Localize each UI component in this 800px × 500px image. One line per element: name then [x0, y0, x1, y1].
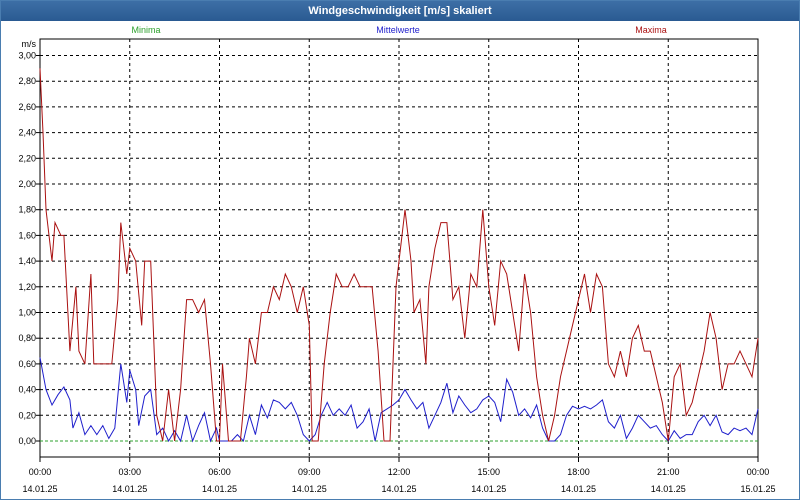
x-tick-label-time: 21:00	[657, 467, 680, 477]
y-tick-label: 2,80	[18, 76, 36, 86]
y-tick-label: 0,80	[18, 333, 36, 343]
y-tick-label: 0,40	[18, 385, 36, 395]
y-tick-label: 1,60	[18, 230, 36, 240]
x-tick-label-time: 18:00	[567, 467, 590, 477]
y-tick-label: 1,40	[18, 256, 36, 266]
y-tick-label: 2,00	[18, 179, 36, 189]
x-tick-label-date: 15.01.25	[740, 484, 775, 494]
y-tick-label: 0,20	[18, 410, 36, 420]
series-line-maxima	[39, 68, 759, 442]
y-tick-label: 1,20	[18, 282, 36, 292]
x-tick-label-time: 15:00	[477, 467, 500, 477]
y-tick-label: 0,60	[18, 359, 36, 369]
x-tick-label-time: 06:00	[208, 467, 231, 477]
y-tick-label: 0,00	[18, 436, 36, 446]
y-tick-label: 2,60	[18, 102, 36, 112]
y-axis-label: m/s	[22, 39, 37, 49]
series-line-mittelwerte	[39, 357, 759, 443]
y-tick-label: 2,20	[18, 153, 36, 163]
x-tick-label-date: 14.01.25	[292, 484, 327, 494]
x-tick-label-time: 09:00	[298, 467, 321, 477]
x-tick-label-date: 14.01.25	[471, 484, 506, 494]
chart-title: Windgeschwindigkeit [m/s] skaliert	[1, 1, 799, 21]
x-tick-label-date: 14.01.25	[22, 484, 57, 494]
x-tick-label-time: 03:00	[118, 467, 141, 477]
y-tick-label: 1,00	[18, 308, 36, 318]
legend-minima: Minima	[131, 25, 160, 35]
x-tick-label-date: 14.01.25	[561, 484, 596, 494]
legend-mittelwerte: Mittelwerte	[376, 25, 420, 35]
x-tick-label-date: 14.01.25	[202, 484, 237, 494]
x-tick-label-date: 14.01.25	[381, 484, 416, 494]
x-tick-label-date: 14.01.25	[112, 484, 147, 494]
legend-maxima: Maxima	[635, 25, 667, 35]
x-tick-label-date: 14.01.25	[651, 484, 686, 494]
y-tick-label: 1,80	[18, 205, 36, 215]
x-tick-label-time: 12:00	[388, 467, 411, 477]
x-tick-label-time: 00:00	[747, 467, 770, 477]
y-tick-label: 3,00	[18, 51, 36, 61]
y-tick-label: 2,40	[18, 128, 36, 138]
x-tick-label-time: 00:00	[29, 467, 52, 477]
